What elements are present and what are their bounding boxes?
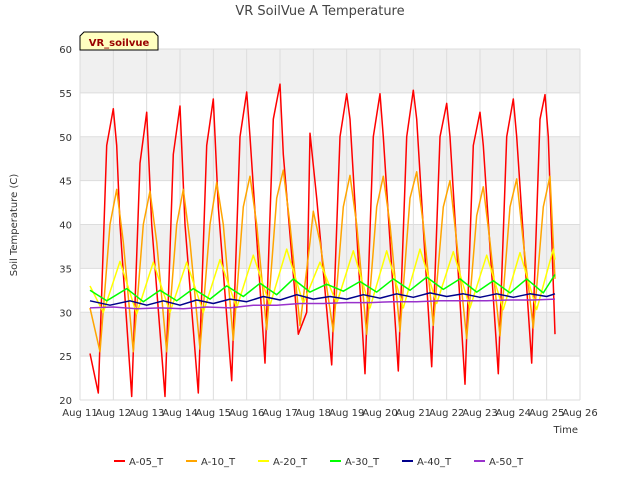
legend-item: A-50_T bbox=[474, 457, 524, 468]
series-lines bbox=[89, 83, 556, 398]
x-tick-label: Aug 15 bbox=[196, 408, 231, 419]
y-tick-label: 30 bbox=[59, 308, 72, 319]
y-tick-label: 60 bbox=[59, 45, 72, 56]
x-tick-label: Aug 26 bbox=[562, 408, 597, 419]
legend-label: A-30_T bbox=[345, 457, 380, 468]
x-tick-label: Aug 22 bbox=[429, 408, 464, 419]
station-label-box: VR_soilvue bbox=[79, 31, 159, 51]
y-tick-label: 20 bbox=[59, 396, 72, 407]
plot-band bbox=[80, 136, 580, 181]
plot-band bbox=[80, 49, 580, 93]
x-tick-label: Aug 11 bbox=[62, 408, 97, 419]
x-tick-label: Aug 16 bbox=[229, 408, 264, 419]
legend-item: A-05_T bbox=[114, 457, 164, 468]
legend-label: A-50_T bbox=[489, 457, 524, 468]
series-line-A-20_T bbox=[89, 248, 556, 315]
x-tick-label: Aug 18 bbox=[296, 408, 331, 419]
series-line-A-40_T bbox=[89, 292, 556, 306]
x-tick-label: Aug 13 bbox=[129, 408, 164, 419]
x-tick-label: Aug 20 bbox=[362, 408, 397, 419]
series-line-A-10_T bbox=[89, 169, 556, 353]
legend-item: A-20_T bbox=[258, 457, 308, 468]
chart-title: VR SoilVue A Temperature bbox=[235, 4, 404, 19]
legend-item: A-40_T bbox=[402, 457, 452, 468]
legend-label: A-05_T bbox=[129, 457, 164, 468]
legend: A-05_T A-10_T A-20_T A-30_T A-40_T A-50_T bbox=[114, 457, 524, 468]
x-tick-label: Aug 25 bbox=[529, 408, 564, 419]
y-tick-label: 50 bbox=[59, 133, 72, 144]
series-line-A-30_T bbox=[89, 274, 556, 303]
x-axis-label: Time bbox=[553, 425, 578, 436]
plot-band bbox=[80, 224, 580, 269]
legend-item: A-30_T bbox=[330, 457, 380, 468]
x-tick-label: Aug 24 bbox=[496, 408, 531, 419]
legend-item: A-10_T bbox=[186, 457, 236, 468]
station-label-background bbox=[79, 31, 159, 51]
y-tick-label: 35 bbox=[59, 264, 72, 275]
y-axis-label: Soil Temperature (C) bbox=[9, 174, 20, 277]
x-tick-label: Aug 12 bbox=[96, 408, 131, 419]
legend-label: A-40_T bbox=[417, 457, 452, 468]
series-line-A-05_T bbox=[89, 83, 556, 398]
legend-label: A-10_T bbox=[201, 457, 236, 468]
x-tick-label: Aug 14 bbox=[162, 408, 197, 419]
y-tick-label: 25 bbox=[59, 352, 72, 363]
y-tick-label: 45 bbox=[59, 177, 72, 188]
y-tick-label: 55 bbox=[59, 89, 72, 100]
legend-label: A-20_T bbox=[273, 457, 308, 468]
x-tick-label: Aug 23 bbox=[462, 408, 497, 419]
station-label: VR_soilvue bbox=[89, 38, 150, 49]
x-tick-label: Aug 19 bbox=[329, 408, 364, 419]
x-tick-label: Aug 21 bbox=[396, 408, 431, 419]
y-tick-label: 40 bbox=[59, 221, 72, 232]
x-tick-label: Aug 17 bbox=[262, 408, 297, 419]
series-line-A-50_T bbox=[89, 298, 556, 310]
